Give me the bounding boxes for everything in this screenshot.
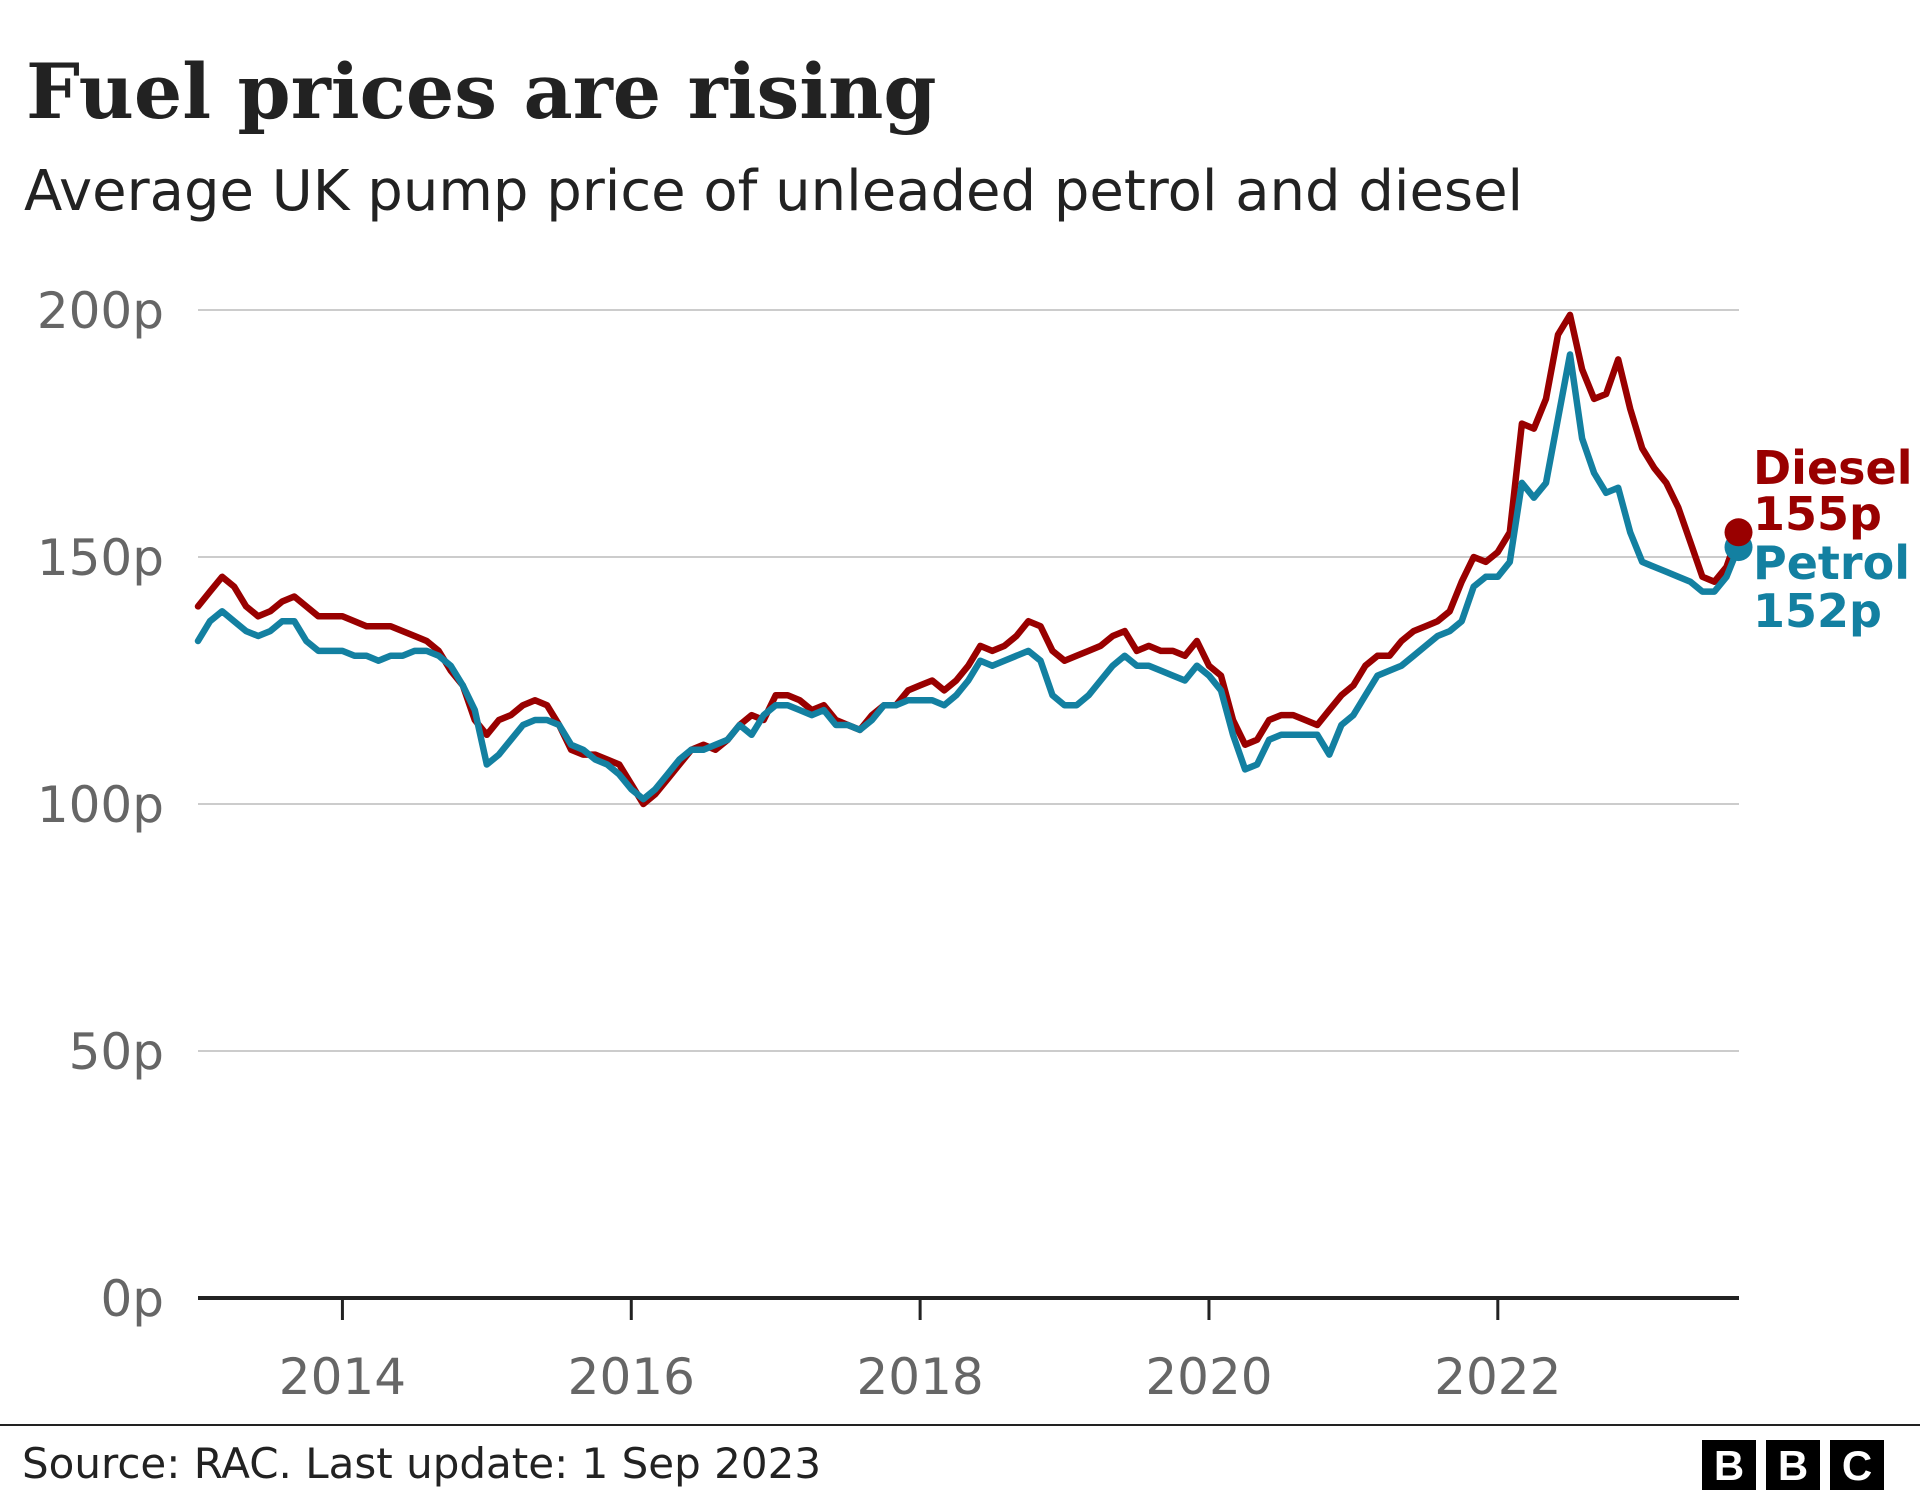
x-tick-label: 2018 [856,1348,983,1406]
chart-subtitle: Average UK pump price of unleaded petrol… [24,159,1523,224]
source-note: Source: RAC. Last update: 1 Sep 2023 [22,1439,821,1488]
series-value-diesel: 155p [1753,487,1882,541]
series-label-diesel: Diesel [1753,441,1913,495]
end-point-diesel [1724,518,1753,547]
gridlines [198,309,1739,1052]
series-value-petrol: 152p [1753,584,1882,638]
series-lines [194,311,1753,808]
y-axis: 0p 50p 100p 150p 200p [37,282,164,1328]
y-tick-label: 50p [69,1023,164,1081]
bbc-logo-block [1702,1440,1756,1490]
y-tick-label: 150p [37,529,164,587]
series-label-petrol: Petrol [1753,536,1910,590]
x-tick-label: 2014 [279,1348,406,1406]
bbc-logo-letter: C [1842,1442,1872,1489]
x-tick-label: 2020 [1145,1348,1272,1406]
bbc-logo-block [1830,1440,1884,1490]
x-tick-label: 2022 [1434,1348,1561,1406]
x-tick-label: 2016 [568,1348,695,1406]
bbc-logo-block [1766,1440,1820,1490]
bbc-logo-letter: B [1778,1442,1808,1489]
y-tick-label: 0p [100,1270,164,1328]
x-axis: 2014 2016 2018 2020 2022 [198,1296,1739,1406]
chart-title: Fuel prices are rising [26,47,937,136]
series-line-petrol [194,351,1742,803]
y-tick-label: 100p [37,776,164,834]
bbc-logo-letter: B [1714,1442,1744,1489]
y-tick-label: 200p [37,282,164,340]
